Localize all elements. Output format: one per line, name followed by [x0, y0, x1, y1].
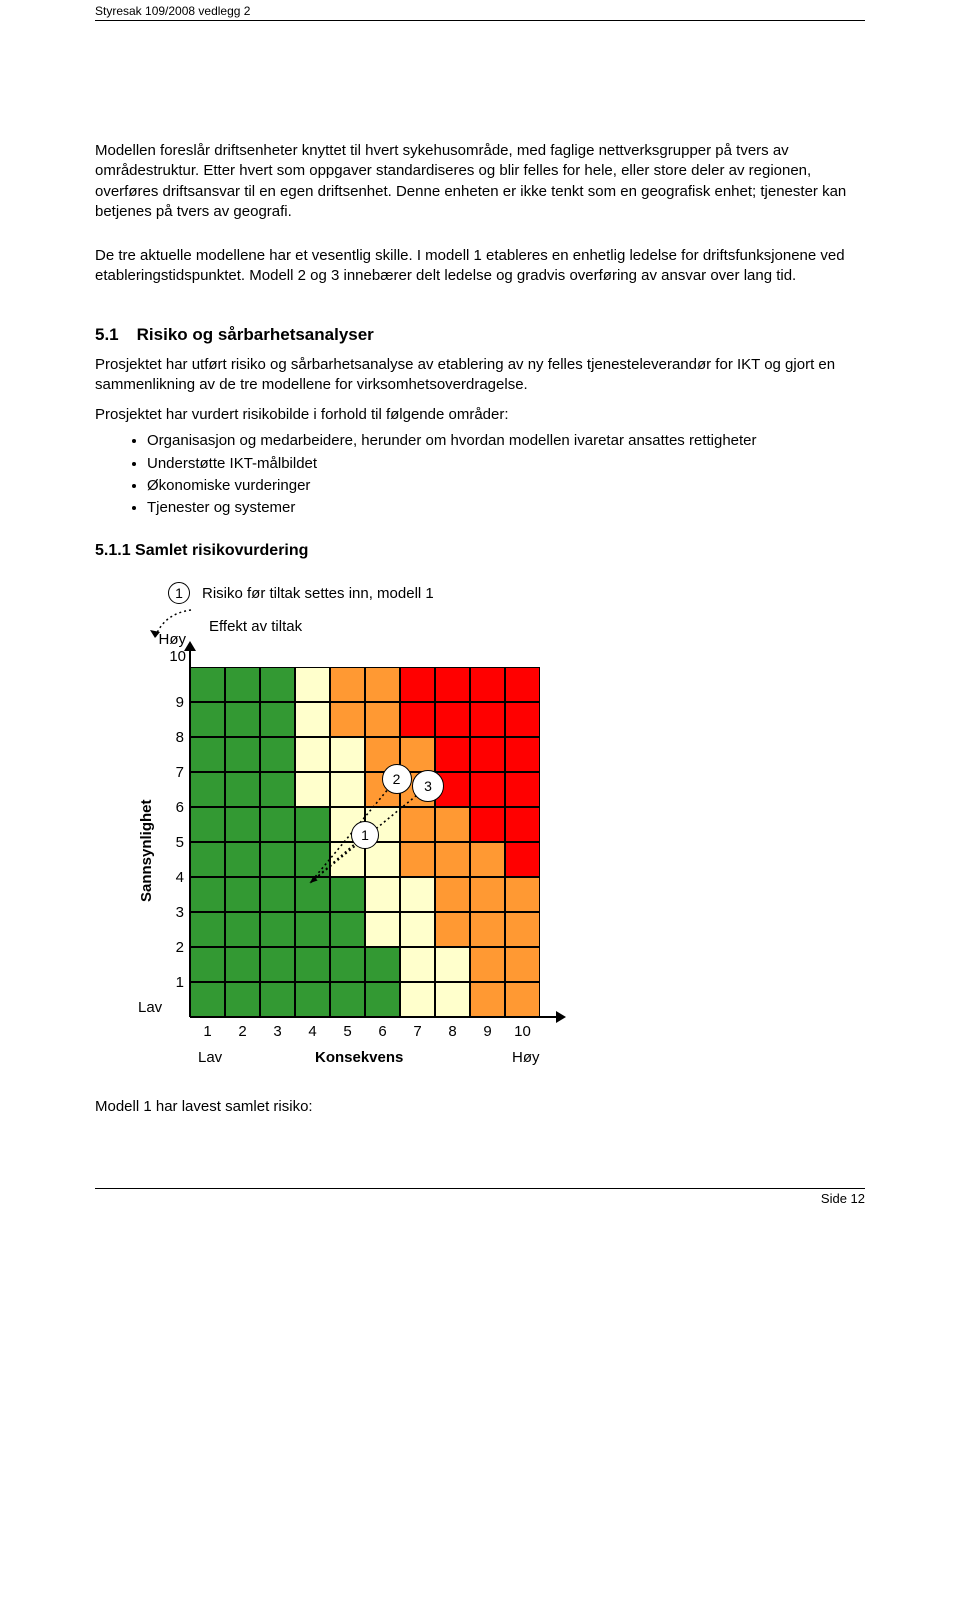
list-item: Understøtte IKT-målbildet [147, 454, 865, 474]
legend-text-2: Effekt av tiltak [209, 618, 302, 635]
y-tick: 7 [156, 764, 184, 781]
section-text: Risiko og sårbarhetsanalyser [137, 325, 374, 344]
paragraph-4: Prosjektet har vurdert risikobilde i for… [95, 405, 865, 425]
section-number: 5.1 [95, 325, 119, 344]
paragraph-5: Modell 1 har lavest samlet risiko: [95, 1097, 865, 1117]
y-top-label: Høy10 [148, 631, 186, 665]
list-item: Organisasjon og medarbeidere, herunder o… [147, 431, 865, 451]
y-axis-title: Sannsynlighet [138, 800, 155, 903]
y-tick: 9 [156, 694, 184, 711]
risk-matrix-chart: 1 Risiko før tiltak settes inn, modell 1 E… [115, 582, 865, 1087]
y-tick: 6 [156, 799, 184, 816]
risk-marker-3: 3 [412, 770, 444, 802]
y-axis-arrowhead [184, 641, 196, 651]
section-5-1-1-title: 5.1.1 Samlet risikovurdering [95, 542, 865, 560]
bullet-list: Organisasjon og medarbeidere, herunder o… [95, 431, 865, 518]
paragraph-2: De tre aktuelle modellene har et vesentl… [95, 246, 865, 287]
legend-marker-1: 1 [168, 582, 190, 604]
y-tick: 5 [156, 834, 184, 851]
page-footer: Side 12 [95, 1188, 865, 1206]
y-tick: 3 [156, 904, 184, 921]
page-header: Styresak 109/2008 vedlegg 2 [95, 0, 865, 21]
risk-marker-2: 2 [382, 764, 412, 794]
marker-overlay [190, 667, 580, 1057]
footer-page-number: Side 12 [95, 1189, 865, 1206]
list-item: Tjenester og systemer [147, 498, 865, 518]
paragraph-3: Prosjektet har utført risiko og sårbarhe… [95, 355, 865, 396]
y-tick: 1 [156, 974, 184, 991]
list-item: Økonomiske vurderinger [147, 476, 865, 496]
y-tick: 2 [156, 939, 184, 956]
legend-text-1: Risiko før tiltak settes inn, modell 1 [202, 585, 434, 602]
y-tick: 4 [156, 869, 184, 886]
legend-row-1: 1 Risiko før tiltak settes inn, modell 1 [168, 582, 434, 604]
paragraph-1: Modellen foreslår driftsenheter knyttet … [95, 141, 865, 222]
section-5-1-title: 5.1 Risiko og sårbarhetsanalyser [95, 325, 865, 345]
y-tick: 8 [156, 729, 184, 746]
y-low-label: Lav [138, 999, 162, 1016]
